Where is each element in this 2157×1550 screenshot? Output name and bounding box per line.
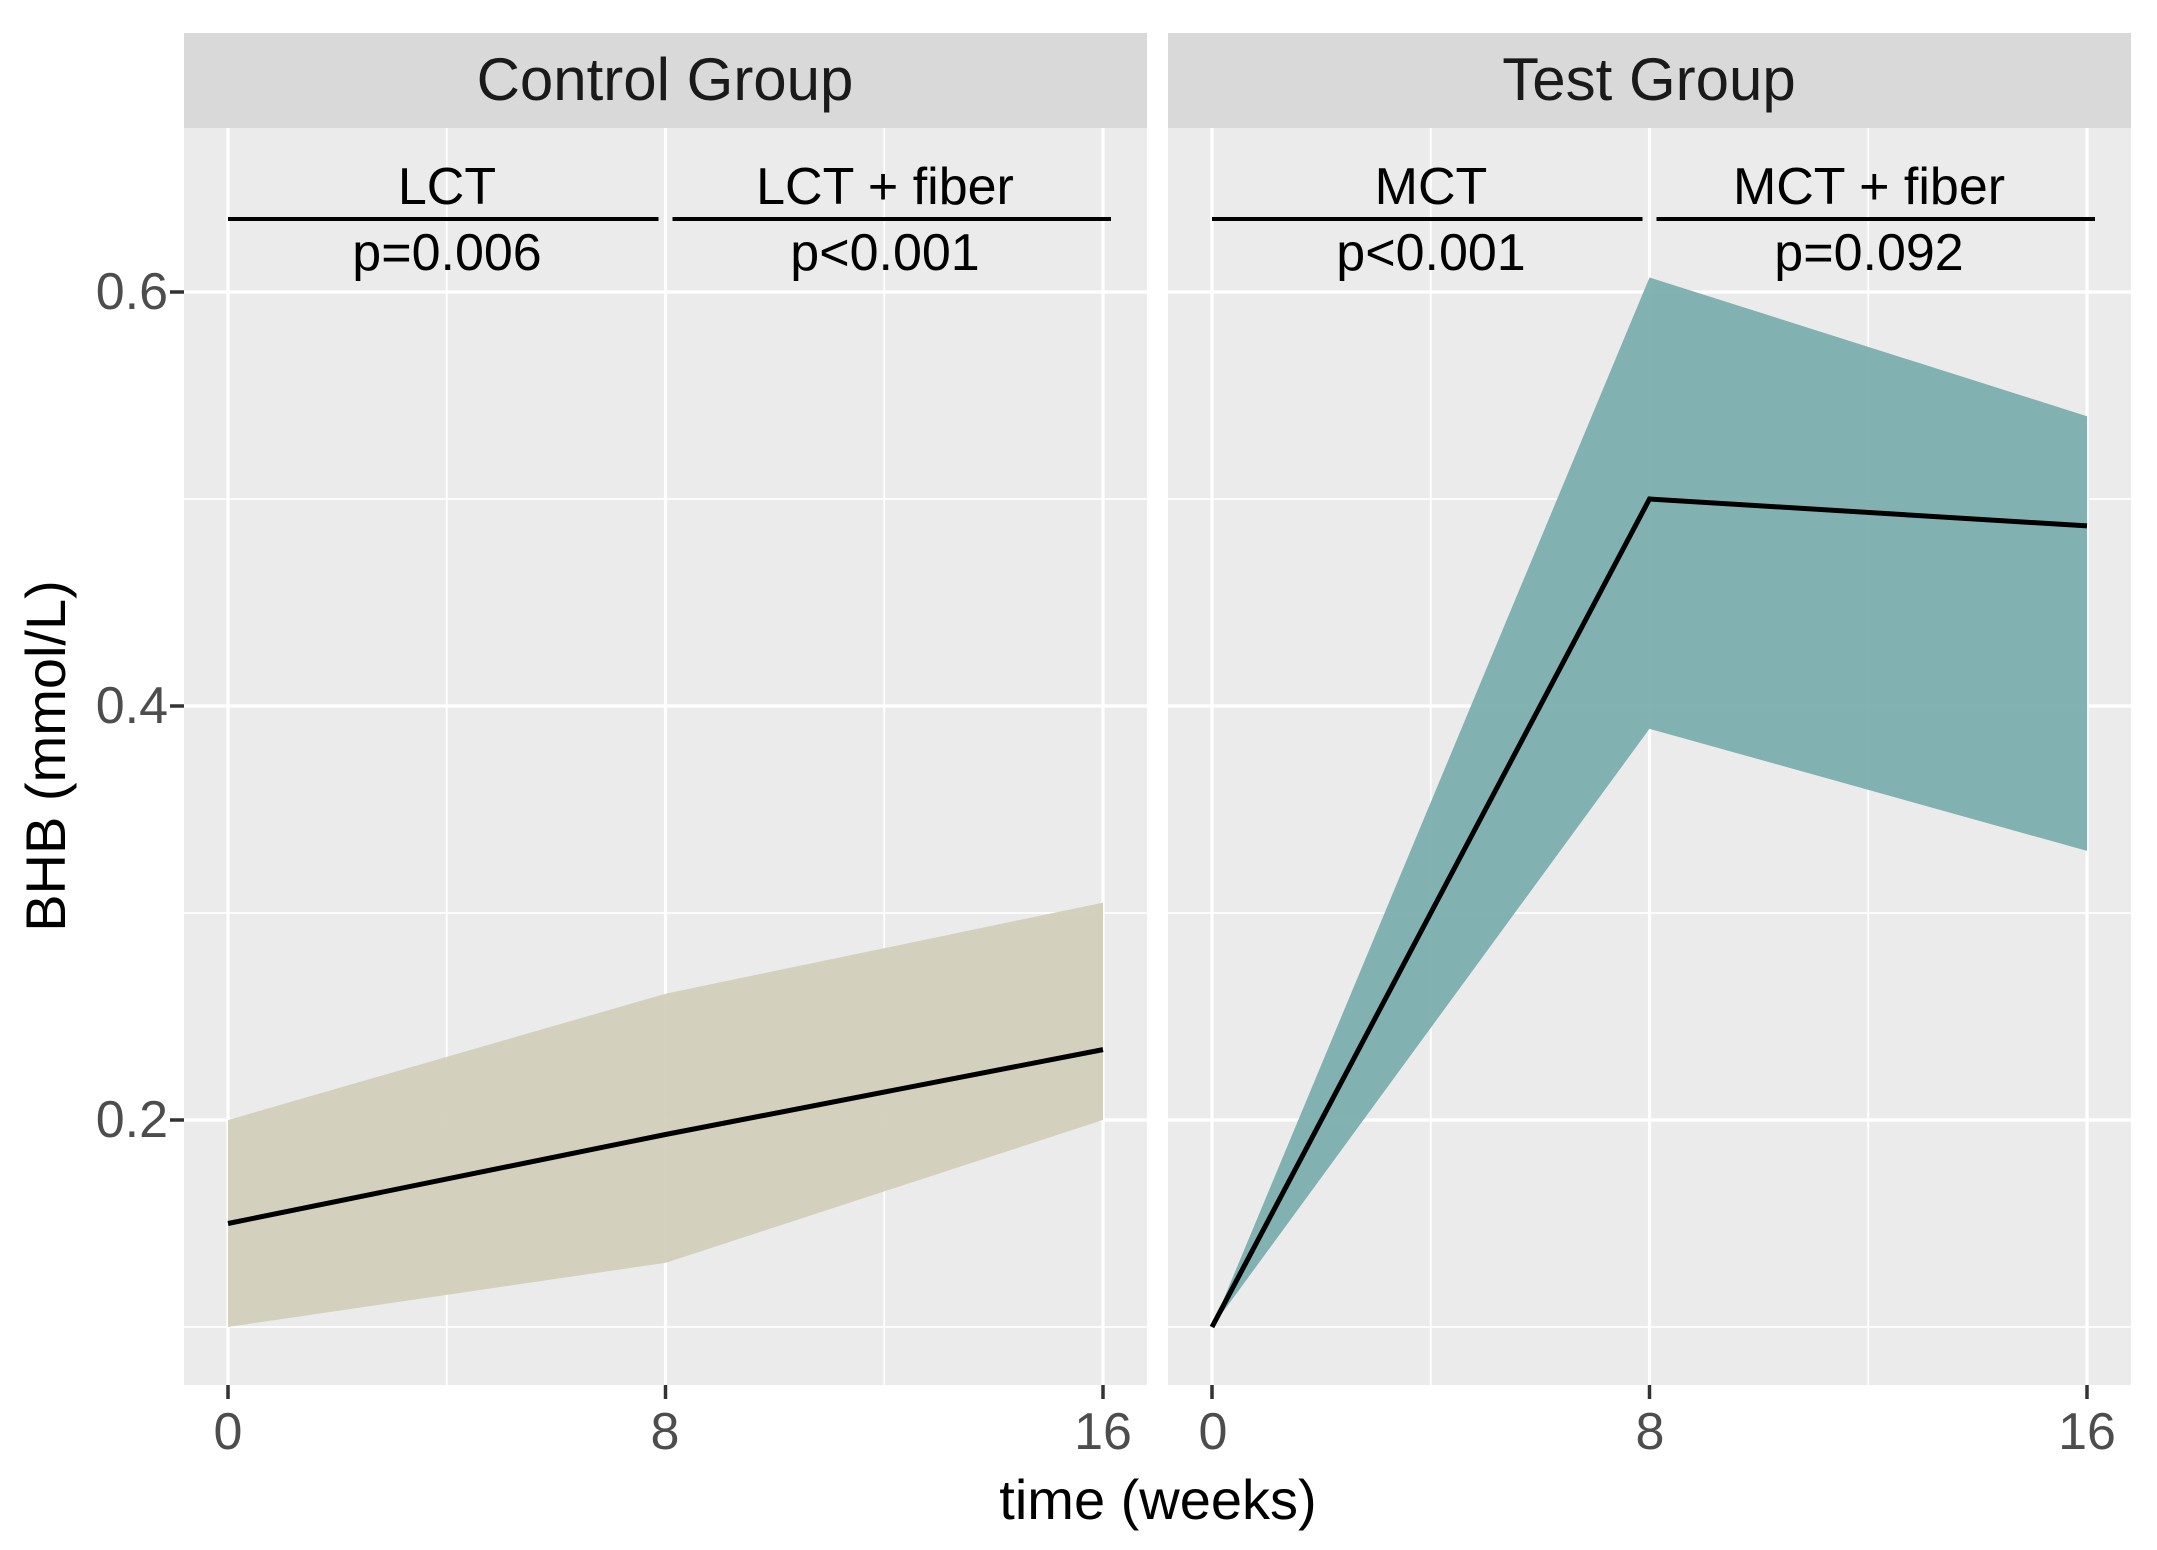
x-tick-label-control-8: 8 — [650, 1403, 680, 1461]
y-tick-label-0-2: 0.2 — [95, 1091, 168, 1149]
mean-line-test — [1209, 496, 2088, 1329]
y-tick-label-0-4: 0.4 — [95, 677, 168, 735]
facet-strip-test — [1168, 33, 2131, 128]
facet-title-control: Control Group — [476, 46, 854, 113]
mean-line-control — [227, 1047, 1104, 1226]
annotation-label-lct-fiber: LCT + fiber — [756, 158, 1014, 216]
x-tick-label-test-16: 16 — [2058, 1403, 2116, 1461]
annotation-label-mct-fiber: MCT + fiber — [1732, 158, 2006, 216]
y-tick-label-0-6: 0.6 — [95, 263, 168, 321]
annotation-label-lct: LCT — [397, 158, 497, 216]
x-tick-label-control-16: 16 — [1074, 1403, 1132, 1461]
annotation-pvalue-mct-fiber: p=0.092 — [1774, 224, 1964, 282]
confidence-ribbon-test — [1212, 277, 2087, 1327]
annotation-pvalue-mct: p<0.001 — [1336, 224, 1526, 282]
facet-title-test: Test Group — [1502, 46, 1796, 113]
annotation-label-mct: MCT — [1374, 158, 1488, 216]
x-tick-label-test-0: 0 — [1198, 1403, 1228, 1461]
annotation-pvalue-lct: p=0.006 — [352, 224, 542, 282]
confidence-ribbon-control — [228, 902, 1103, 1327]
y-axis-title: BHB (mmol/L) — [14, 580, 77, 932]
x-axis-title: time (weeks) — [999, 1468, 1317, 1531]
annotation-pvalue-lct-fiber: p<0.001 — [790, 224, 980, 282]
facet-strip-control — [184, 33, 1147, 128]
x-tick-label-control-0: 0 — [213, 1403, 243, 1461]
x-tick-label-test-8: 8 — [1635, 1403, 1665, 1461]
